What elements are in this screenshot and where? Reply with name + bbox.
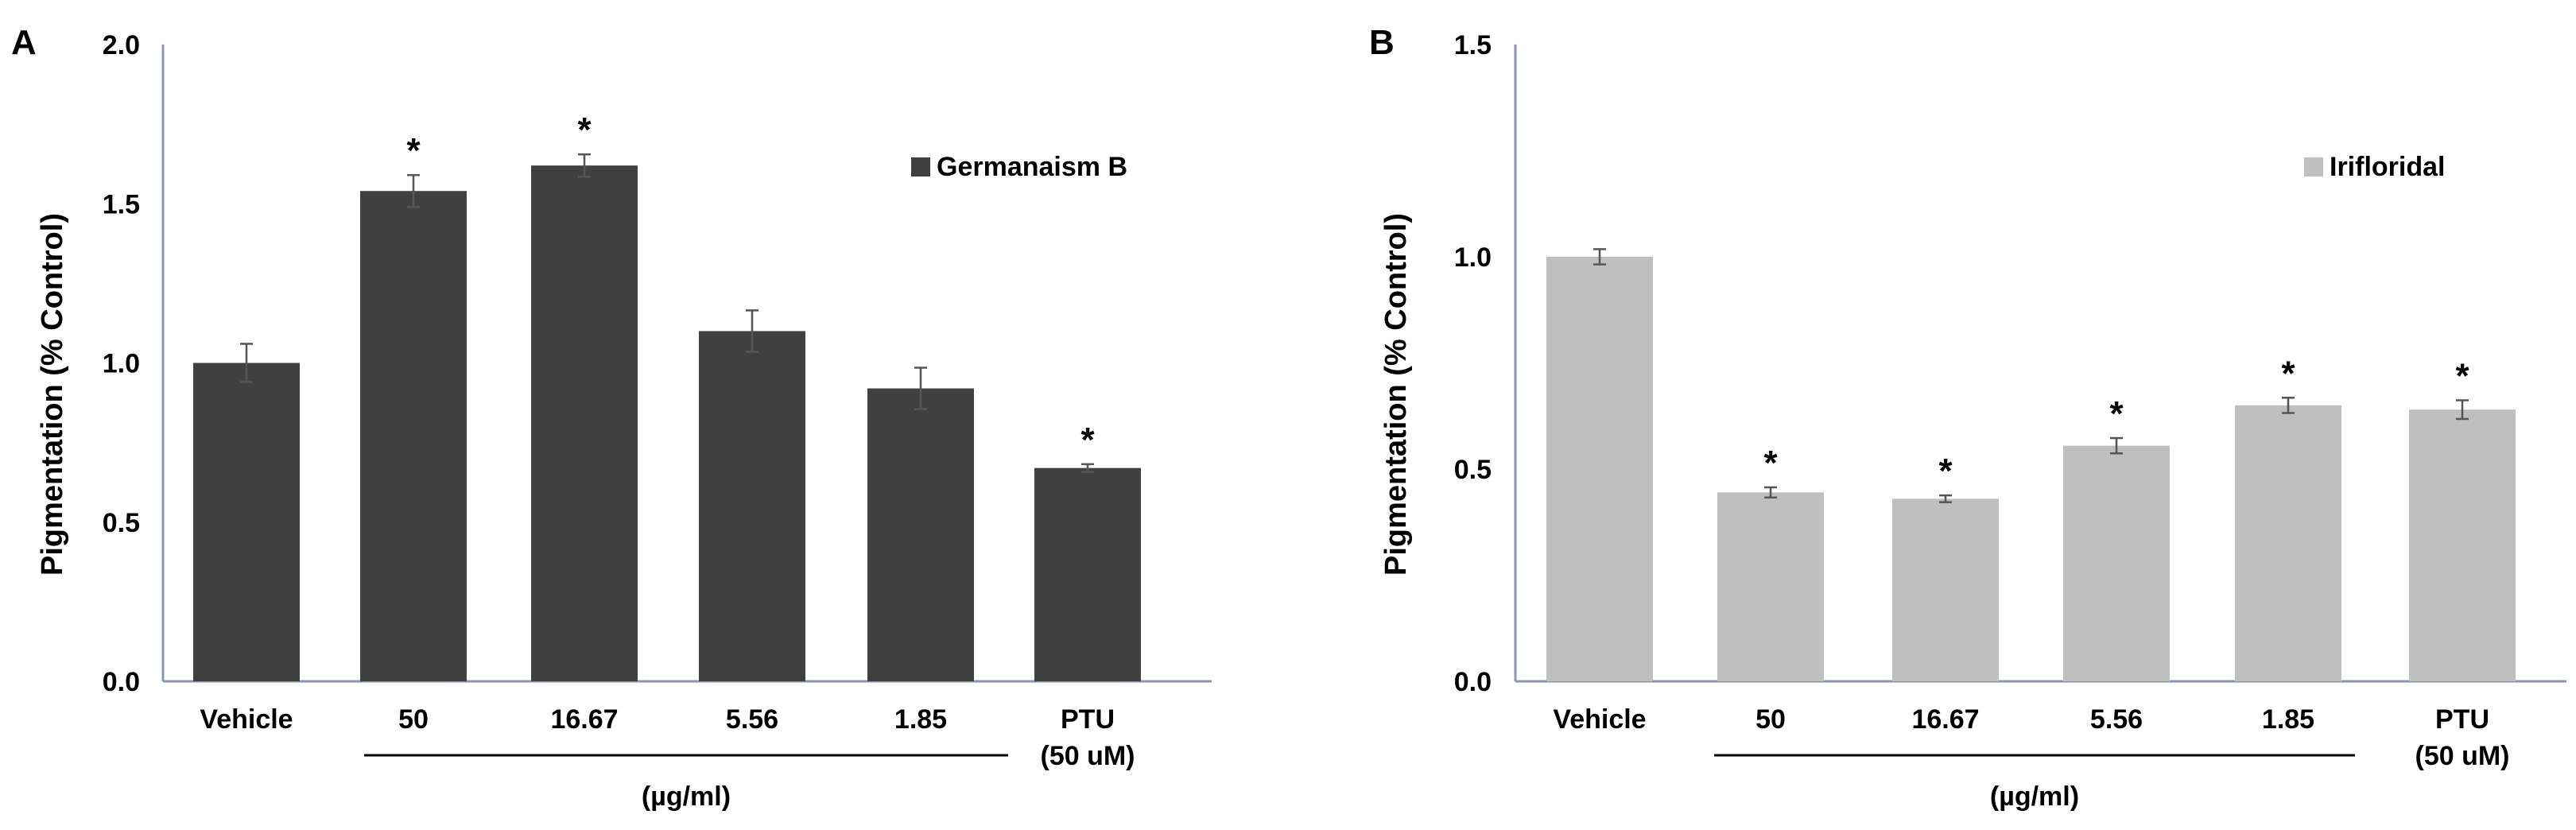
error-bar	[1764, 486, 1777, 499]
panel-a-y-axis-title: Pigmentation (% Control)	[36, 213, 69, 576]
bar	[193, 363, 300, 681]
y-tick-label: 1.0	[1454, 242, 1492, 273]
x-tick-label: 50	[398, 704, 429, 735]
bar	[1546, 257, 1653, 681]
panel-b-legend-swatch	[2304, 157, 2323, 176]
bar	[699, 331, 805, 681]
bar	[1892, 498, 1999, 681]
significance-marker: *	[577, 111, 592, 149]
significance-marker: *	[2455, 356, 2469, 395]
error-bar	[914, 367, 927, 410]
x-tick-label: 16.67	[1911, 704, 1979, 735]
bar	[867, 388, 974, 681]
significance-marker: *	[1080, 421, 1095, 460]
bar	[1034, 467, 1141, 681]
x-tick-label: 16.67	[550, 704, 618, 735]
x-tick-label: 5.56	[2090, 704, 2143, 735]
panel-b-y-ticks: 0.0 0.5 1.0 1.5	[1454, 30, 1492, 697]
bar	[2235, 405, 2341, 681]
panel-b-unit-label: (µg/ml)	[1990, 782, 2079, 812]
error-bar	[2282, 397, 2295, 414]
significance-marker: *	[2109, 394, 2124, 433]
significance-marker: *	[1938, 452, 1953, 491]
panel-a-y-ticks: 0.0 0.5 1.0 1.5 2.0	[103, 30, 140, 697]
y-tick-label: 1.5	[1454, 30, 1492, 60]
bar	[360, 191, 467, 682]
panel-a-legend-swatch	[911, 157, 930, 176]
panel-b-letter: B	[1369, 23, 1395, 62]
y-tick-label: 0.0	[103, 667, 140, 697]
error-bar	[2110, 436, 2123, 455]
panel-a-letter: A	[11, 23, 37, 62]
panel-b-legend: Irifloridal	[2304, 152, 2445, 182]
error-bar	[746, 309, 758, 353]
panel-b-legend-label: Irifloridal	[2330, 152, 2445, 182]
panel-b-y-axis-title: Pigmentation (% Control)	[1379, 213, 1413, 576]
x-tick-sublabel: (50 uM)	[2415, 741, 2510, 771]
error-bar	[407, 173, 420, 208]
panel-a: A Pigmentation (% Control) 0.0 0.5 1.0 1.5 2…	[11, 23, 1212, 812]
bar	[531, 165, 638, 681]
panel-a-legend: Germanaism B	[911, 152, 1127, 182]
x-tick-label: Vehicle	[200, 704, 293, 735]
error-bar	[1593, 248, 1606, 266]
y-tick-label: 0.5	[1454, 455, 1492, 485]
panel-b-bars: * * * * *	[1546, 248, 2516, 681]
significance-marker: *	[406, 131, 421, 170]
panel-a-category-labels: Vehicle 50 16.67 5.56 1.85 PTU (50 uM)	[200, 704, 1135, 771]
error-bar	[2456, 399, 2469, 421]
panel-a-unit-label: (µg/ml)	[642, 782, 731, 812]
panel-b: B Pigmentation (% Control) 0.00.51.01.5 …	[1369, 23, 2566, 812]
x-tick-label: 5.56	[726, 704, 778, 735]
bar	[1717, 492, 1824, 681]
x-tick-label: 50	[1755, 704, 1786, 735]
y-tick-label: 1.0	[103, 349, 140, 379]
panel-a-bars: * * *	[193, 111, 1141, 682]
panel-a-legend-label: Germanaism B	[937, 152, 1127, 182]
x-tick-label: 1.85	[2262, 704, 2314, 735]
x-tick-sublabel: (50 uM)	[1041, 741, 1135, 771]
y-tick-label: 0.5	[103, 508, 140, 538]
x-tick-label: Vehicle	[1553, 704, 1646, 735]
x-tick-label: PTU	[2435, 704, 2489, 735]
significance-marker: *	[1763, 444, 1778, 483]
panel-b-category-labels: Vehicle 50 16.67 5.56 1.85 PTU (50 uM)	[1553, 704, 2509, 771]
significance-marker: *	[2281, 354, 2295, 393]
bar	[2409, 409, 2516, 681]
error-bar	[240, 343, 253, 383]
error-bar	[578, 153, 591, 178]
y-tick-label: 0.0	[1454, 667, 1492, 697]
error-bar	[1081, 463, 1094, 473]
y-tick-label: 1.5	[103, 189, 140, 219]
bar	[2063, 445, 2170, 681]
x-tick-label: PTU	[1061, 704, 1115, 735]
error-bar	[1939, 494, 1952, 503]
y-tick-label: 2.0	[103, 30, 140, 60]
x-tick-label: 1.85	[894, 704, 947, 735]
